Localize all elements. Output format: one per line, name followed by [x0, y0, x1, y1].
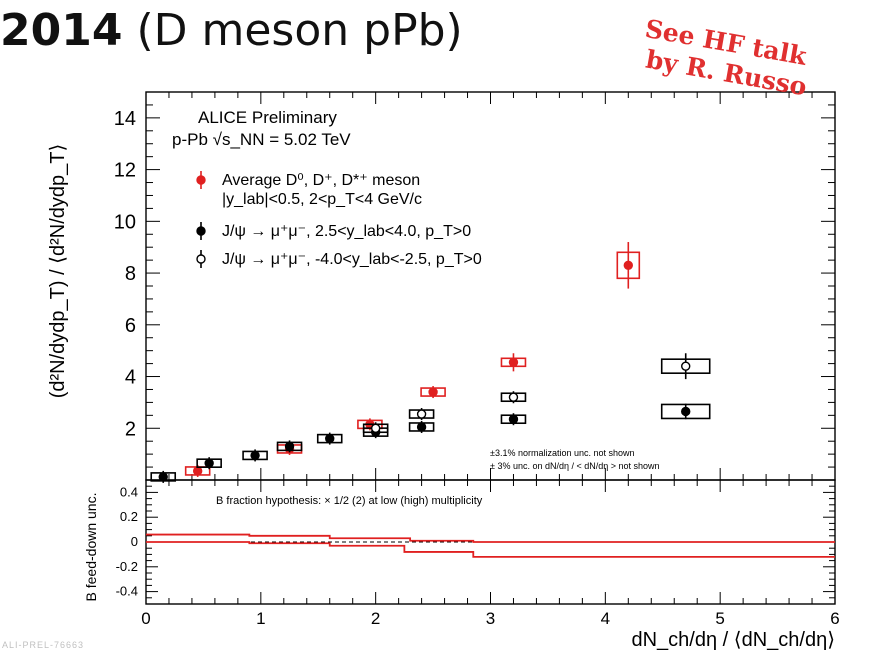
figure-id: ALI-PREL-76663 — [2, 640, 85, 650]
data-point — [192, 466, 203, 476]
y-tick-label-upper: 4 — [125, 367, 136, 389]
normalization-note: ±3.1% normalization unc. not shown — [490, 448, 635, 458]
y-tick-label-upper: 2 — [125, 418, 136, 440]
x-tick-label: 5 — [715, 609, 724, 628]
data-point — [250, 450, 260, 461]
data-point — [623, 260, 633, 271]
slide-title: 2014 (D meson pPb) — [0, 6, 463, 56]
legend-label-line2: |y_lab|<0.5, 2<p_T<4 GeV/c — [222, 191, 422, 208]
legend-marker — [196, 175, 206, 185]
y-tick-label-lower: 0 — [131, 534, 138, 549]
data-point — [325, 433, 335, 444]
y-tick-label-upper: 10 — [114, 211, 136, 233]
legend-marker — [196, 254, 206, 264]
x-tick-label: 2 — [371, 609, 380, 628]
data-point — [416, 409, 427, 419]
data-point — [204, 458, 214, 468]
y-axis-title-upper: (d²N/dydp_T) / ⟨d²N/dydp_T⟩ — [47, 144, 69, 399]
x-tick-label: 0 — [141, 609, 150, 628]
data-point — [428, 387, 438, 397]
dndeta-note: ± 3% unc. on dN/dη / < dN/dη > not shown — [490, 461, 660, 471]
legend-marker — [196, 226, 206, 236]
data-point — [681, 361, 691, 371]
data-point — [370, 423, 381, 433]
data-point — [508, 357, 519, 368]
b-fraction-label: B fraction hypothesis: × 1/2 (2) at low … — [216, 495, 483, 507]
data-point — [508, 414, 519, 424]
y-tick-label-upper: 14 — [114, 108, 136, 130]
y-tick-label-upper: 8 — [125, 263, 136, 285]
y-tick-label-lower: -0.2 — [116, 559, 138, 574]
collision-system-label: p-Pb √s_NN = 5.02 TeV — [172, 130, 351, 149]
y-tick-label-lower: -0.4 — [116, 584, 138, 599]
x-tick-label: 6 — [830, 609, 839, 628]
upper-plot-frame — [145, 91, 836, 481]
data-point — [508, 392, 519, 402]
uncertainty-step-line — [146, 541, 835, 558]
x-tick-label: 4 — [601, 609, 610, 628]
uncertainty-step-line — [146, 533, 835, 543]
slide-title-topic: (D meson pPb) — [122, 5, 463, 56]
y-axis-title-lower: B feed-down unc. — [83, 493, 99, 602]
data-point — [681, 406, 691, 417]
data-point — [416, 422, 427, 432]
slide-title-year: 2014 — [0, 5, 123, 56]
x-tick-label: 3 — [486, 609, 495, 628]
x-tick-label: 1 — [256, 609, 265, 628]
alice-preliminary-label: ALICE Preliminary — [198, 108, 337, 127]
legend-label: Average D⁰, D⁺, D*⁺ meson — [222, 172, 420, 189]
y-tick-label-upper: 12 — [114, 160, 136, 182]
y-tick-label-lower: 0.4 — [120, 484, 138, 499]
y-tick-label-upper: 6 — [125, 315, 136, 337]
data-point — [284, 441, 295, 452]
legend-label: J/ψ → μ⁺μ⁻, 2.5<y_lab<4.0, p_T>0 — [222, 223, 471, 240]
legend-label: J/ψ → μ⁺μ⁻, -4.0<y_lab<-2.5, p_T>0 — [222, 251, 482, 268]
data-point — [158, 472, 168, 482]
x-axis-title: dN_ch/dη / ⟨dN_ch/dη⟩ — [631, 629, 835, 651]
y-tick-label-lower: 0.2 — [120, 509, 138, 524]
